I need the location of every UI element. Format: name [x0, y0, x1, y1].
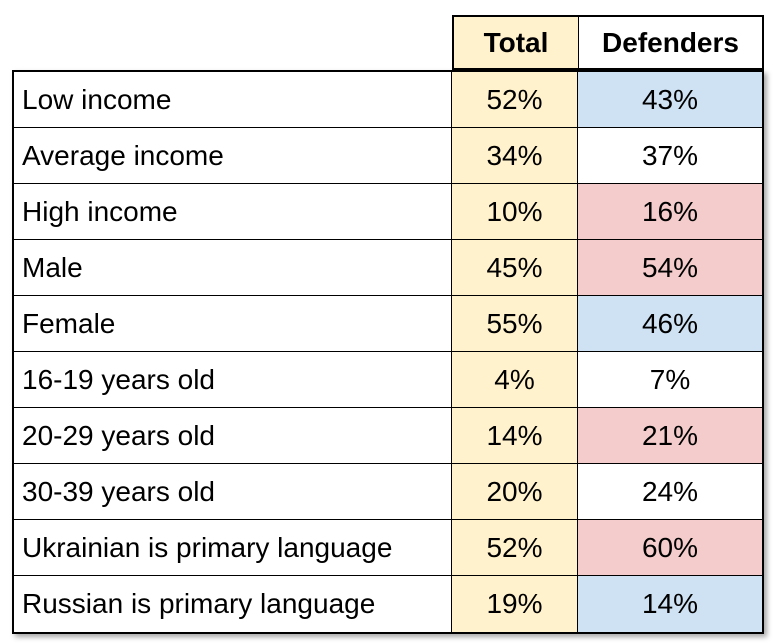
- row-label: Ukrainian is primary language: [14, 520, 452, 575]
- total-value: 52%: [452, 72, 578, 127]
- total-value: 4%: [452, 352, 578, 407]
- row-label: 30-39 years old: [14, 464, 452, 519]
- table-row: 20-29 years old 14% 21%: [14, 408, 762, 464]
- defenders-value: 24%: [578, 464, 762, 519]
- table-row: Low income 52% 43%: [14, 72, 762, 128]
- defenders-value: 16%: [578, 184, 762, 239]
- total-value: 19%: [452, 576, 578, 632]
- total-value: 34%: [452, 128, 578, 183]
- header-defenders: Defenders: [578, 15, 764, 70]
- data-table: Low income 52% 43% Average income 34% 37% High…: [12, 70, 764, 634]
- total-value: 20%: [452, 464, 578, 519]
- total-value: 10%: [452, 184, 578, 239]
- table-row: 30-39 years old 20% 24%: [14, 464, 762, 520]
- defenders-value: 54%: [578, 240, 762, 295]
- total-value: 45%: [452, 240, 578, 295]
- row-label: 20-29 years old: [14, 408, 452, 463]
- table-row: High income 10% 16%: [14, 184, 762, 240]
- row-label: Female: [14, 296, 452, 351]
- table-row: Female 55% 46%: [14, 296, 762, 352]
- table-row: Ukrainian is primary language 52% 60%: [14, 520, 762, 576]
- defenders-value: 14%: [578, 576, 762, 632]
- row-label: Average income: [14, 128, 452, 183]
- defenders-value: 7%: [578, 352, 762, 407]
- table-row: 16-19 years old 4% 7%: [14, 352, 762, 408]
- defenders-value: 37%: [578, 128, 762, 183]
- row-label: Male: [14, 240, 452, 295]
- table-row: Average income 34% 37%: [14, 128, 762, 184]
- defenders-value: 60%: [578, 520, 762, 575]
- total-value: 14%: [452, 408, 578, 463]
- header-total: Total: [452, 15, 578, 70]
- total-value: 55%: [452, 296, 578, 351]
- row-label: 16-19 years old: [14, 352, 452, 407]
- table-row: Male 45% 54%: [14, 240, 762, 296]
- row-label: High income: [14, 184, 452, 239]
- row-label: Russian is primary language: [14, 576, 452, 632]
- total-value: 52%: [452, 520, 578, 575]
- table-header: Total Defenders: [452, 15, 764, 70]
- defenders-value: 21%: [578, 408, 762, 463]
- table-row: Russian is primary language 19% 14%: [14, 576, 762, 632]
- row-label: Low income: [14, 72, 452, 127]
- defenders-value: 43%: [578, 72, 762, 127]
- defenders-value: 46%: [578, 296, 762, 351]
